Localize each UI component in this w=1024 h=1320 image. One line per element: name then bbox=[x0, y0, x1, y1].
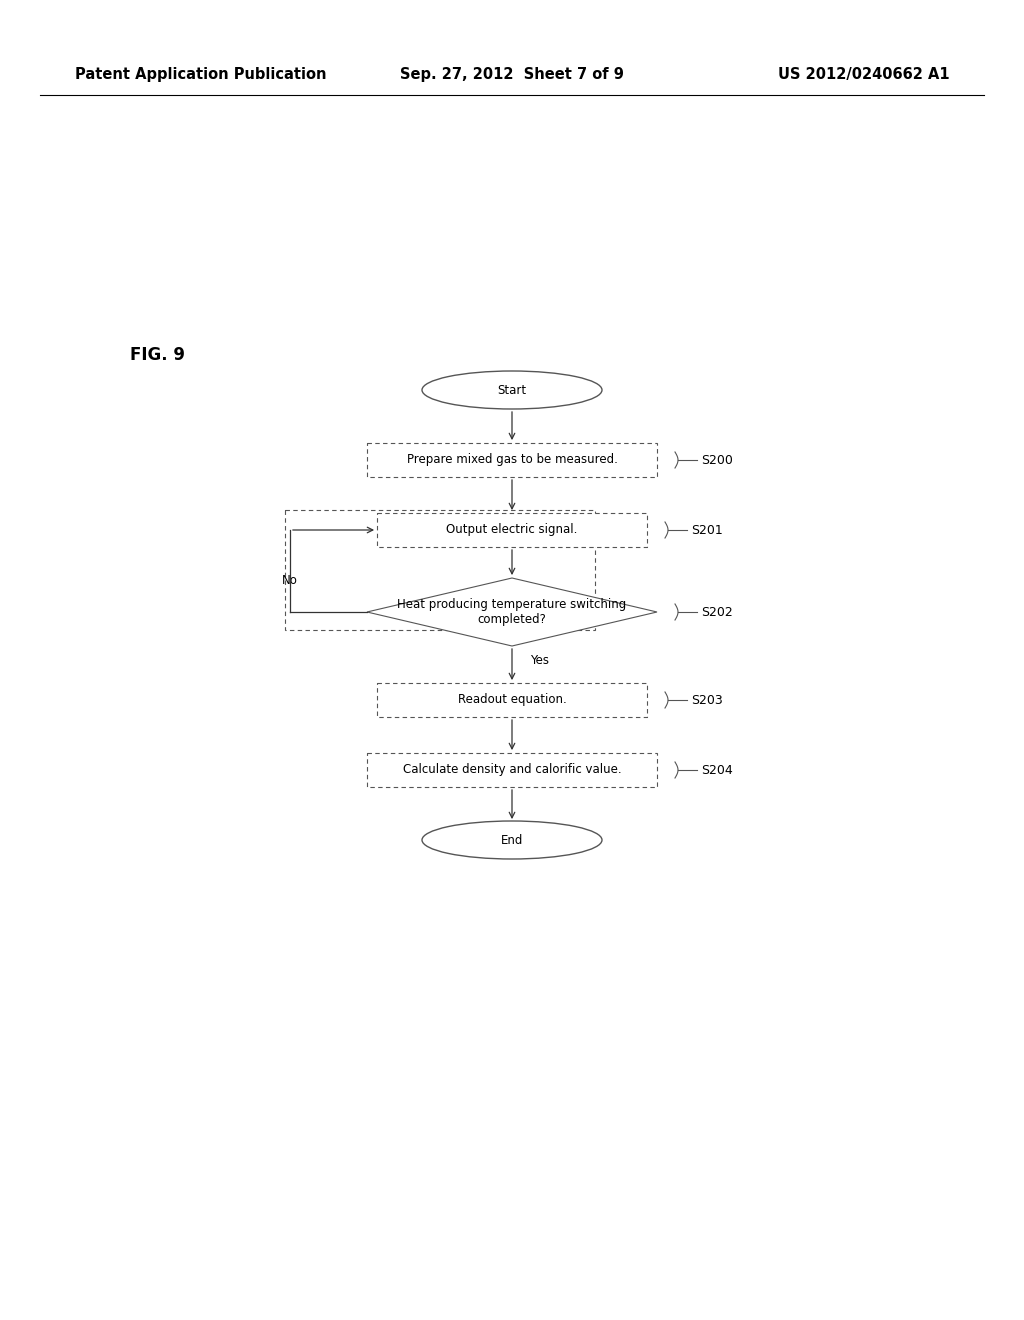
Text: Heat producing temperature switching
completed?: Heat producing temperature switching com… bbox=[397, 598, 627, 626]
Text: Patent Application Publication: Patent Application Publication bbox=[75, 67, 327, 82]
Bar bbox=[367, 444, 657, 477]
Text: S201: S201 bbox=[691, 524, 723, 536]
Text: Yes: Yes bbox=[530, 653, 549, 667]
Text: S202: S202 bbox=[701, 606, 733, 619]
Ellipse shape bbox=[422, 371, 602, 409]
Text: Readout equation.: Readout equation. bbox=[458, 693, 566, 706]
Text: S204: S204 bbox=[701, 763, 733, 776]
Text: No: No bbox=[282, 573, 298, 586]
Bar bbox=[285, 510, 595, 630]
Text: S200: S200 bbox=[701, 454, 733, 466]
Polygon shape bbox=[367, 578, 657, 645]
Text: Prepare mixed gas to be measured.: Prepare mixed gas to be measured. bbox=[407, 454, 617, 466]
Text: S203: S203 bbox=[691, 693, 723, 706]
Text: Calculate density and calorific value.: Calculate density and calorific value. bbox=[402, 763, 622, 776]
Text: US 2012/0240662 A1: US 2012/0240662 A1 bbox=[778, 67, 950, 82]
Bar bbox=[377, 682, 647, 717]
Ellipse shape bbox=[422, 821, 602, 859]
Bar bbox=[367, 752, 657, 787]
Text: Sep. 27, 2012  Sheet 7 of 9: Sep. 27, 2012 Sheet 7 of 9 bbox=[400, 67, 624, 82]
Bar bbox=[377, 513, 647, 546]
Text: Start: Start bbox=[498, 384, 526, 396]
Text: Output electric signal.: Output electric signal. bbox=[446, 524, 578, 536]
Text: FIG. 9: FIG. 9 bbox=[130, 346, 185, 364]
Text: End: End bbox=[501, 833, 523, 846]
